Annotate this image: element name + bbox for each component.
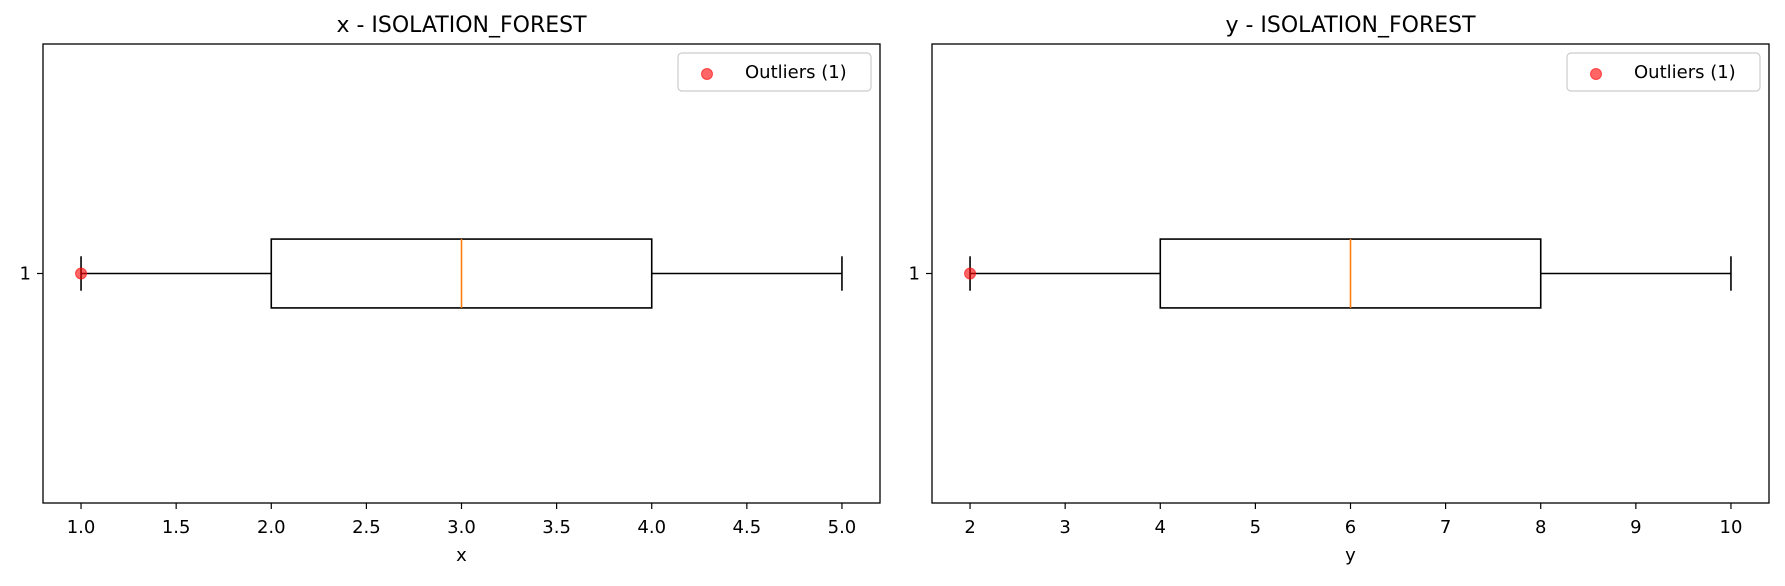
- y-xtick-label: 9: [1630, 517, 1641, 538]
- x-xaxis-label: x: [456, 545, 467, 566]
- x-legend-box: [677, 52, 872, 92]
- y-legend: Outliers (1): [1566, 52, 1761, 92]
- x-xtick-label: 5.0: [828, 517, 857, 538]
- x-xtick-label: 3.0: [447, 517, 476, 538]
- x-chart-title: x - ISOLATION_FOREST: [336, 13, 587, 38]
- y-xtick-label: 6: [1345, 517, 1356, 538]
- y-panel: y - ISOLATION_FOREST 2 3 4 5 6 7 8 9 10 1 y Outliers…: [909, 13, 1770, 566]
- y-xtick-label: 3: [1059, 517, 1070, 538]
- y-xtick-label: 8: [1535, 517, 1546, 538]
- y-xtick-label: 5: [1250, 517, 1261, 538]
- x-xtick-label: 2.5: [352, 517, 381, 538]
- y-xtick-label: 10: [1720, 517, 1743, 538]
- x-panel: x - ISOLATION_FOREST 1.0 1.5 2.0 2.5 3.0 3.5 4.…: [20, 13, 881, 566]
- x-legend: Outliers (1): [677, 52, 872, 92]
- y-xtick-label: 7: [1440, 517, 1451, 538]
- x-xtick-label: 4.5: [733, 517, 762, 538]
- x-legend-marker: [701, 68, 713, 80]
- y-ytick-label: 1: [909, 264, 920, 285]
- x-xtick-label: 1.0: [67, 517, 96, 538]
- x-legend-label: Outliers (1): [745, 62, 847, 83]
- y-legend-box: [1566, 52, 1761, 92]
- x-xtick-label: 2.0: [257, 517, 286, 538]
- x-ytick-label: 1: [20, 264, 31, 285]
- x-xtick-label: 4.0: [637, 517, 666, 538]
- y-xtick-label: 4: [1155, 517, 1166, 538]
- y-legend-marker: [1590, 68, 1602, 80]
- x-xtick-label: 1.5: [162, 517, 191, 538]
- y-xtick-label: 2: [964, 517, 975, 538]
- y-legend-label: Outliers (1): [1634, 62, 1736, 83]
- y-outlier-point: [964, 267, 977, 280]
- x-xtick-label: 3.5: [542, 517, 571, 538]
- x-outlier-point: [75, 267, 88, 280]
- y-xaxis-label: y: [1345, 545, 1356, 566]
- y-chart-title: y - ISOLATION_FOREST: [1225, 13, 1476, 38]
